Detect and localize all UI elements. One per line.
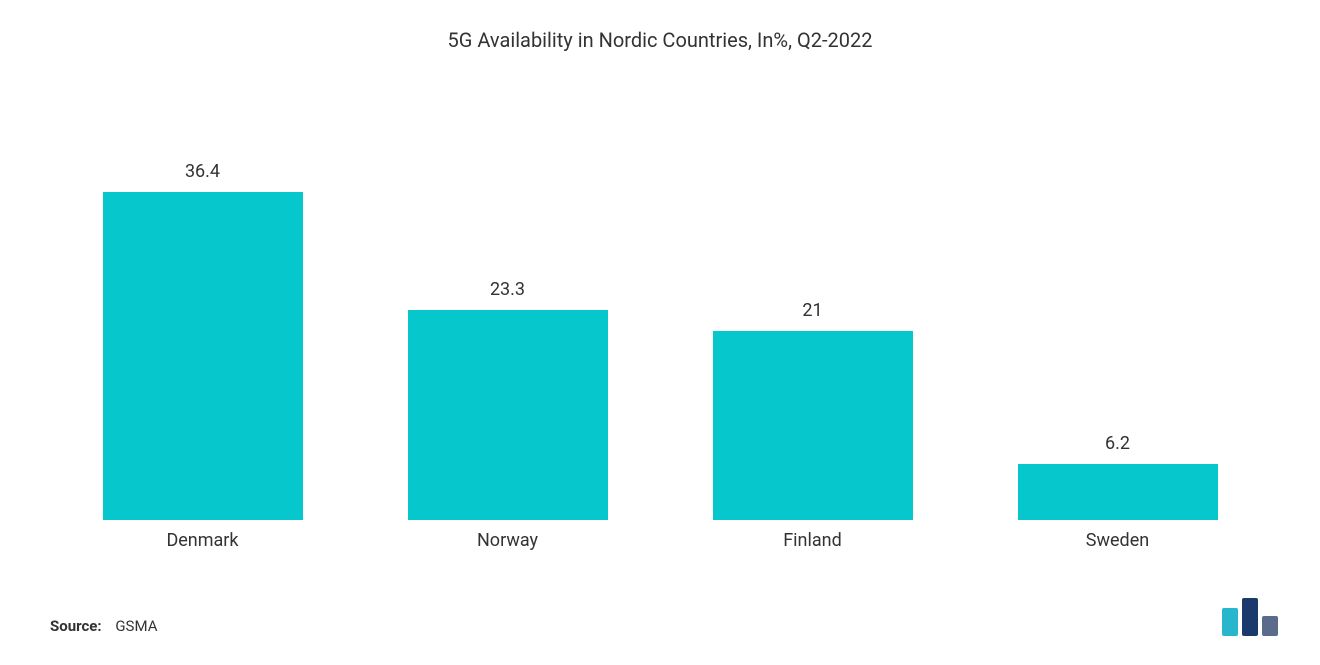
source-attribution: Source: GSMA xyxy=(50,617,157,635)
bar-value-label: 6.2 xyxy=(1105,433,1130,454)
bar-value-label: 36.4 xyxy=(185,161,220,182)
x-axis-labels: Denmark Norway Finland Sweden xyxy=(50,530,1270,551)
chart-title: 5G Availability in Nordic Countries, In%… xyxy=(0,0,1320,52)
source-text: GSMA xyxy=(115,617,157,635)
mordor-logo-icon xyxy=(1222,598,1280,640)
bar-denmark xyxy=(103,192,303,520)
bar-group: 36.4 xyxy=(50,161,355,520)
plot-area: 36.4 23.3 21 6.2 xyxy=(50,120,1270,520)
bar-sweden xyxy=(1018,464,1218,520)
source-label: Source: xyxy=(50,617,102,635)
bar-group: 6.2 xyxy=(965,433,1270,520)
bar-norway xyxy=(408,310,608,520)
x-label: Denmark xyxy=(50,530,355,551)
bar-group: 23.3 xyxy=(355,279,660,520)
bar-group: 21 xyxy=(660,300,965,520)
bar-value-label: 23.3 xyxy=(490,279,525,300)
chart-container: 5G Availability in Nordic Countries, In%… xyxy=(0,0,1320,665)
x-label: Sweden xyxy=(965,530,1270,551)
x-label: Norway xyxy=(355,530,660,551)
bar-finland xyxy=(713,331,913,520)
bar-value-label: 21 xyxy=(802,300,822,321)
x-label: Finland xyxy=(660,530,965,551)
